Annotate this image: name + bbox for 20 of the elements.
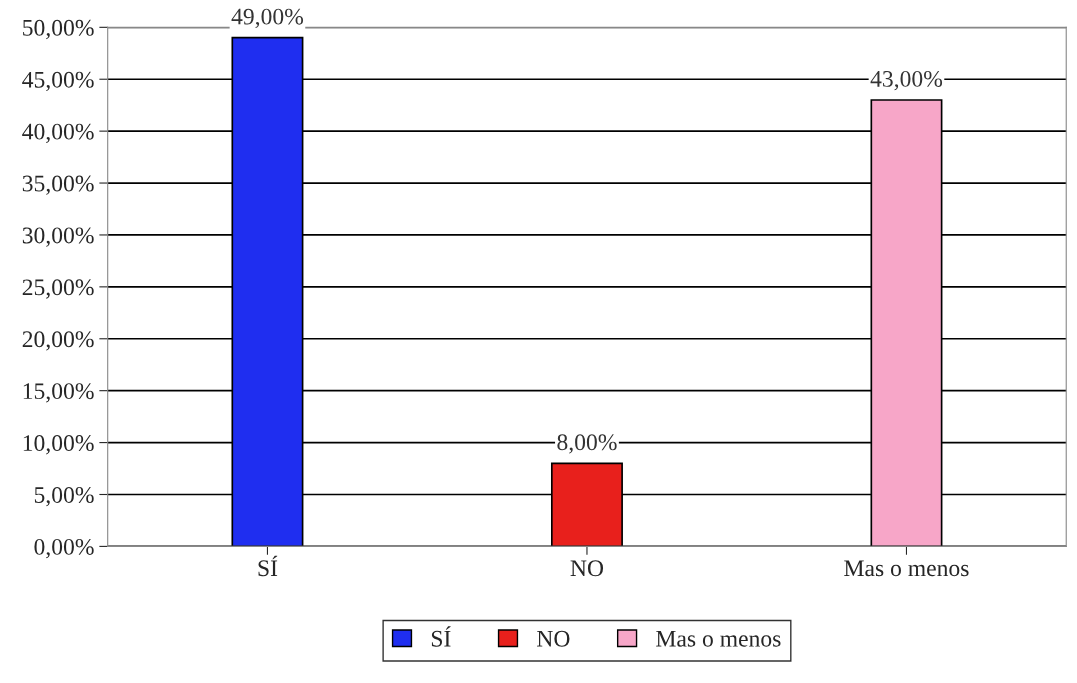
y-tick-label: 45,00% (22, 71, 94, 92)
y-tick-label: 30,00% (22, 227, 94, 247)
legend-label: Mas o menos (656, 631, 781, 647)
y-tick-label: 20,00% (22, 331, 94, 351)
x-tick-label: Mas o menos (844, 560, 969, 577)
y-tick-label: 10,00% (23, 435, 94, 455)
x-tick-label: NO (570, 560, 604, 577)
y-tick-label: 40,00% (22, 123, 94, 143)
legend-label: NO (537, 630, 570, 647)
y-tick-label: 25,00% (22, 279, 94, 299)
y-tick-label: 50,00% (23, 19, 94, 40)
y-tick-label: 0,00% (34, 538, 94, 559)
data-label: 49,00% (231, 8, 304, 28)
y-tick-label: 35,00% (22, 175, 94, 195)
data-label: 43,00% (870, 70, 943, 91)
data-label: 8,00% (557, 434, 617, 454)
legend-label: SÍ (431, 626, 451, 647)
x-tick-label: SÍ (258, 555, 278, 577)
y-tick-label: 15,00% (23, 383, 94, 403)
y-tick-label: 5,00% (34, 486, 94, 507)
